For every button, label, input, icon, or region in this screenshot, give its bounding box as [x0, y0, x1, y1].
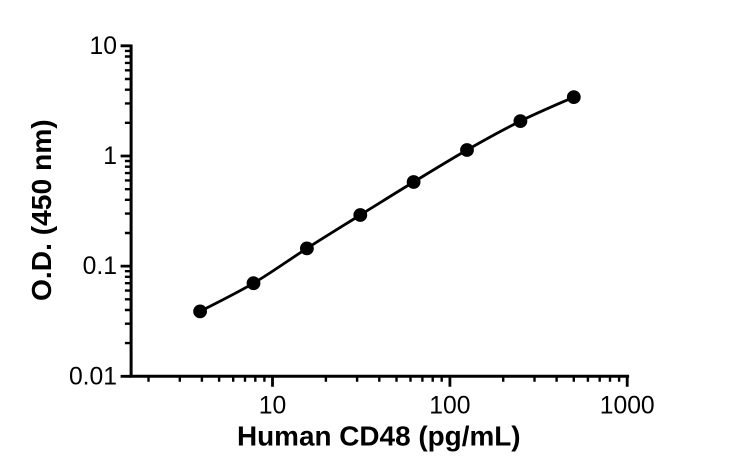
svg-text:10: 10	[90, 33, 117, 60]
svg-text:0.01: 0.01	[69, 364, 117, 391]
svg-text:0.1: 0.1	[83, 253, 117, 280]
svg-text:1000: 1000	[600, 392, 655, 419]
svg-text:100: 100	[429, 392, 470, 419]
svg-text:O.D. (450 nm): O.D. (450 nm)	[25, 119, 57, 301]
svg-text:10: 10	[259, 392, 286, 419]
svg-text:Human CD48 (pg/mL): Human CD48 (pg/mL)	[237, 420, 521, 451]
svg-text:1: 1	[103, 143, 117, 170]
